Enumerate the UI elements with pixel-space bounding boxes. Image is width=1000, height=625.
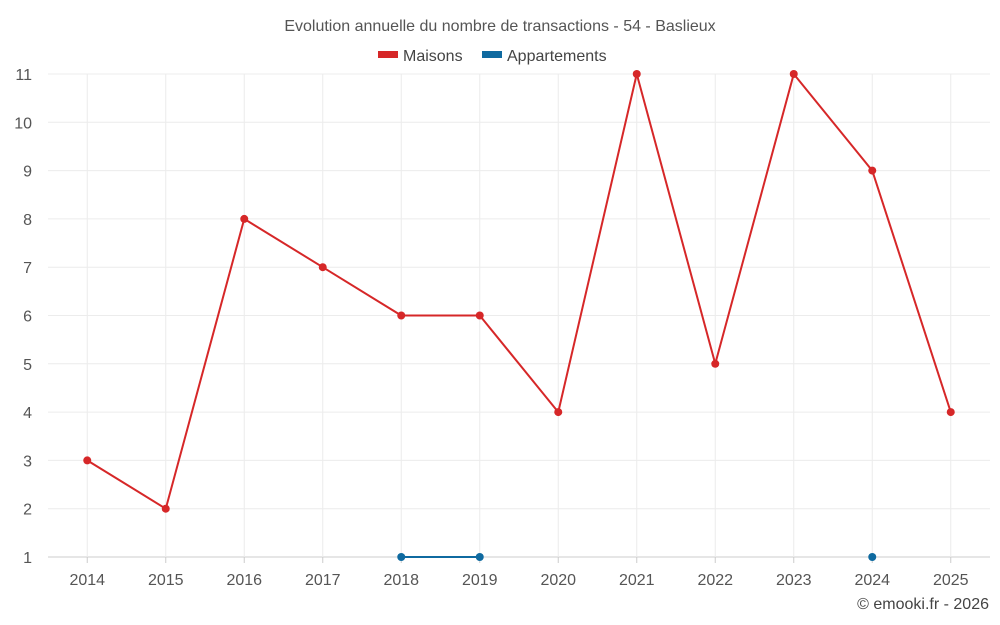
data-point-maisons[interactable] bbox=[475, 311, 484, 320]
y-tick-label: 1 bbox=[23, 550, 32, 567]
y-tick-label: 5 bbox=[23, 357, 32, 374]
data-point-maisons[interactable] bbox=[868, 166, 877, 175]
legend: Maisons Appartements bbox=[378, 48, 607, 65]
legend-swatch-appartements bbox=[482, 51, 502, 58]
y-axis: 1 2 3 4 5 6 7 8 9 10 11 bbox=[14, 67, 32, 567]
y-tick-label: 10 bbox=[14, 115, 32, 132]
data-point-appartements[interactable] bbox=[868, 553, 877, 561]
series-line-maisons bbox=[243, 218, 324, 269]
series-line-maisons bbox=[322, 266, 402, 317]
grid bbox=[48, 73, 990, 558]
x-tick-label: 2016 bbox=[226, 572, 262, 589]
y-tick-label: 3 bbox=[23, 453, 32, 470]
data-point-maisons[interactable] bbox=[397, 311, 406, 320]
x-axis: 2014 2015 2016 2017 2018 2019 2020 2021 2022 2023… bbox=[69, 557, 969, 589]
series-line-maisons bbox=[714, 73, 795, 365]
data-point-maisons[interactable] bbox=[789, 70, 798, 78]
data-point-maisons[interactable] bbox=[240, 214, 249, 223]
data-point-maisons[interactable] bbox=[161, 504, 170, 513]
y-tick-label: 11 bbox=[15, 67, 32, 84]
y-tick-label: 9 bbox=[23, 164, 32, 181]
y-tick-label: 6 bbox=[23, 309, 32, 326]
y-tick-label: 8 bbox=[23, 212, 32, 229]
data-point-maisons[interactable] bbox=[318, 263, 327, 272]
series-line-maisons bbox=[86, 459, 167, 510]
series-line-maisons bbox=[871, 170, 952, 413]
x-tick-label: 2022 bbox=[697, 572, 733, 589]
series-line-maisons bbox=[635, 73, 717, 365]
x-tick-label: 2017 bbox=[305, 572, 341, 589]
series-line-maisons bbox=[557, 73, 638, 413]
x-tick-label: 2014 bbox=[69, 572, 105, 589]
series-line-maisons bbox=[164, 218, 246, 509]
x-tick-label: 2020 bbox=[540, 572, 576, 589]
data-point-maisons[interactable] bbox=[83, 456, 92, 465]
x-tick-label: 2019 bbox=[462, 572, 498, 589]
series-line-maisons bbox=[478, 314, 560, 413]
series-layer bbox=[83, 70, 955, 561]
x-tick-label: 2018 bbox=[383, 572, 419, 589]
x-tick-label: 2024 bbox=[854, 572, 890, 589]
x-tick-label: 2015 bbox=[148, 572, 184, 589]
chart-title: Evolution annuelle du nombre de transact… bbox=[284, 18, 715, 35]
y-tick-label: 2 bbox=[23, 502, 32, 519]
x-tick-label: 2023 bbox=[776, 572, 812, 589]
legend-swatch-maisons bbox=[378, 51, 398, 58]
x-tick-label: 2021 bbox=[619, 572, 655, 589]
legend-item-appartements[interactable]: Appartements bbox=[482, 48, 607, 65]
data-point-appartements[interactable] bbox=[397, 553, 406, 561]
y-tick-label: 4 bbox=[23, 405, 32, 422]
data-point-maisons[interactable] bbox=[554, 408, 563, 417]
data-point-appartements[interactable] bbox=[475, 553, 484, 561]
data-point-maisons[interactable] bbox=[946, 408, 955, 417]
legend-label-appartements: Appartements bbox=[507, 48, 607, 65]
x-tick-label: 2025 bbox=[933, 572, 969, 589]
series-line-maisons bbox=[792, 73, 874, 172]
data-point-maisons[interactable] bbox=[711, 359, 720, 368]
y-tick-label: 7 bbox=[23, 260, 32, 277]
data-point-maisons[interactable] bbox=[632, 70, 641, 78]
legend-item-maisons[interactable]: Maisons bbox=[378, 48, 463, 65]
legend-label-maisons: Maisons bbox=[403, 48, 463, 65]
credit-text: © emooki.fr - 2026 bbox=[857, 596, 989, 613]
